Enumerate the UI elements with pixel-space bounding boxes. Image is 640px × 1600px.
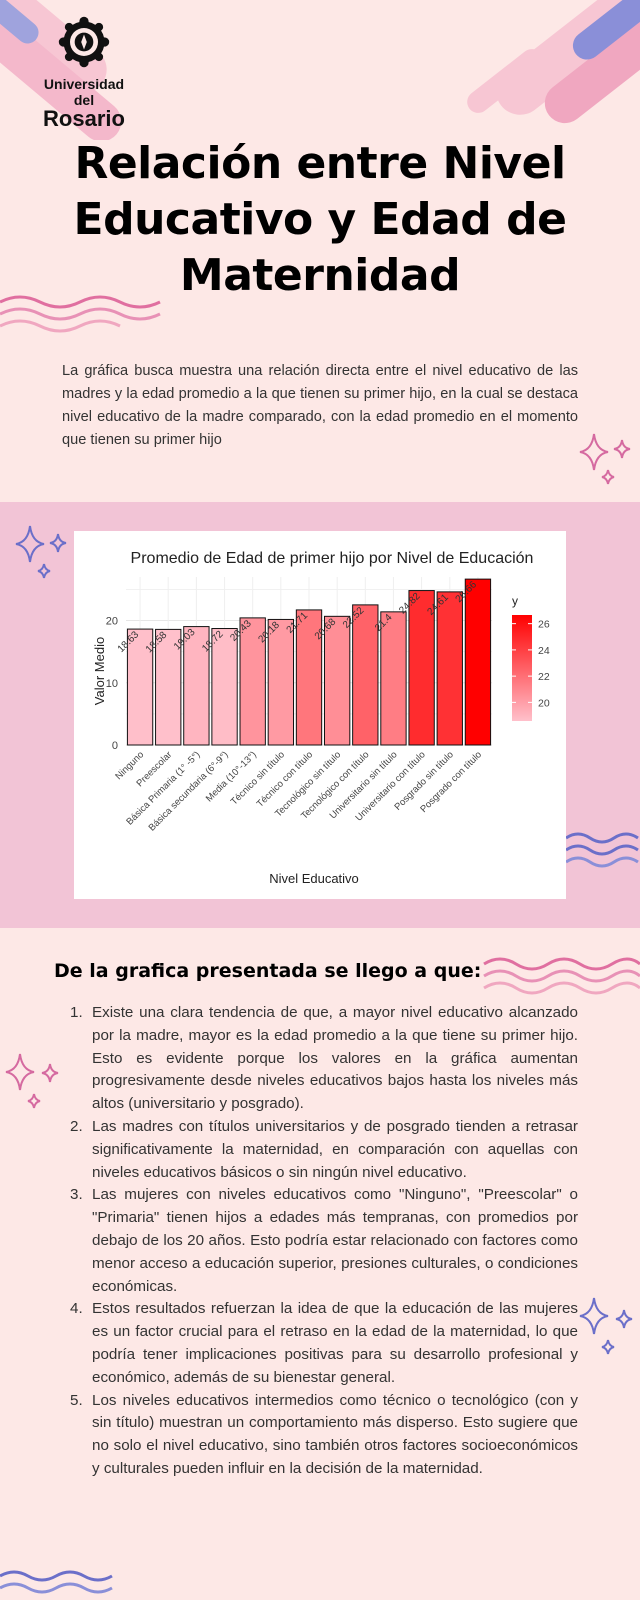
legend-tick-label: 24	[538, 645, 550, 657]
bar	[155, 628, 182, 746]
brand-line1: Universidad del	[43, 76, 125, 108]
chart-title: Promedio de Edad de primer hijo por Nive…	[131, 550, 534, 567]
conclusions-list: 1. Existe una clara tendencia de que, a m…	[70, 1002, 578, 1481]
y-tick-label: 20	[106, 616, 118, 628]
bar	[183, 626, 210, 746]
wave-icon	[483, 957, 640, 995]
brand-line2: Rosario	[43, 106, 125, 131]
bar	[436, 591, 463, 746]
conclusions-title: De la grafica presentada se llego a que:	[54, 960, 482, 982]
sparkle-icon	[5, 1053, 59, 1109]
legend-tick-label: 22	[538, 671, 550, 683]
bar	[323, 615, 351, 746]
bar	[464, 578, 492, 746]
y-tick-label: 10	[106, 678, 118, 690]
chart-card: Promedio de Edad de primer hijo por Nive…	[74, 531, 566, 899]
intro-paragraph: La gráfica busca muestra una relación di…	[62, 363, 578, 448]
bar	[239, 617, 266, 746]
bar	[211, 628, 238, 746]
x-axis-label: Nivel Educativo	[269, 871, 359, 886]
bar	[352, 604, 379, 746]
legend-tick-label: 20	[538, 697, 550, 709]
crest-icon	[58, 16, 110, 68]
wave-icon	[0, 1570, 113, 1594]
y-axis-ticks: 0 10 20	[106, 616, 118, 752]
y-axis-label: Valor Medio	[92, 637, 107, 705]
list-item: 5. Los niveles educativos intermedios com…	[70, 1391, 578, 1477]
list-item: 4. Estos resultados refuerzan la idea de …	[70, 1300, 578, 1386]
legend-title: y	[512, 594, 518, 608]
bar-chart: Promedio de Edad de primer hijo por Nive…	[92, 550, 550, 886]
list-item: 1. Existe una clara tendencia de que, a m…	[70, 1004, 578, 1113]
page-title: Relación entre Nivel Educativo y Edad de…	[73, 138, 567, 301]
bar	[267, 618, 295, 746]
brand-logo: Universidad del Rosario	[34, 14, 134, 130]
y-tick-label: 0	[112, 740, 118, 752]
bar	[380, 611, 407, 746]
bar	[295, 609, 323, 746]
bar	[408, 590, 435, 746]
sparkle-icon	[579, 1297, 633, 1355]
sparkle-icon	[579, 433, 631, 485]
legend: y 20 22 24 26	[512, 594, 550, 721]
bar	[126, 628, 154, 746]
list-item: 2. Las madres con títulos universitarios …	[70, 1117, 578, 1181]
list-item: 3. Las mujeres con niveles educativos com…	[70, 1186, 578, 1295]
legend-color-bar	[512, 615, 532, 721]
decoration-top-right	[440, 0, 640, 130]
bars: 18.63 18.58 19.03 18.72 20.43 20.18 21.71 20.68…	[116, 578, 492, 746]
legend-tick-label: 26	[538, 619, 550, 631]
